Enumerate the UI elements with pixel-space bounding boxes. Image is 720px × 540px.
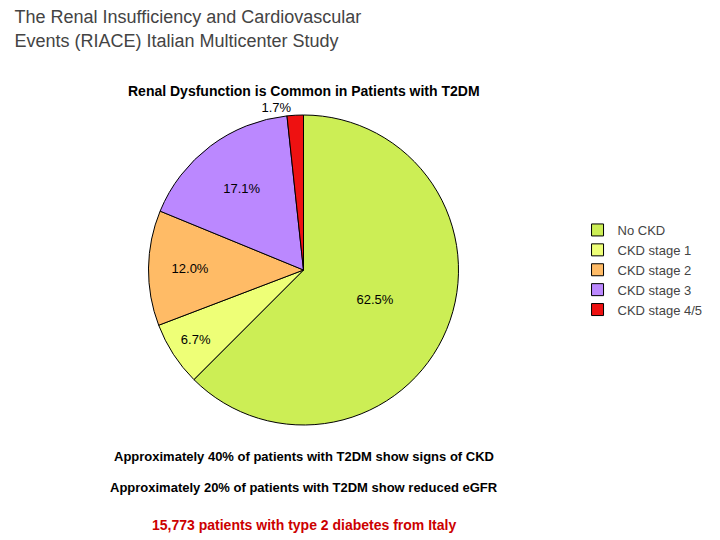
svg-text:15,773 patients with type 2 di: 15,773 patients with type 2 diabetes fro… [152, 517, 456, 533]
svg-text:Approximately 40% of patients: Approximately 40% of patients with T2DM … [114, 449, 494, 464]
svg-text:12.0%: 12.0% [172, 261, 209, 276]
svg-text:CKD stage 4/5: CKD stage 4/5 [618, 303, 703, 318]
svg-text:17.1%: 17.1% [223, 181, 260, 196]
svg-text:6.7%: 6.7% [181, 332, 211, 347]
svg-text:Renal Dysfunction is Common in: Renal Dysfunction is Common in Patients … [128, 83, 480, 99]
svg-text:CKD stage 2: CKD stage 2 [618, 263, 692, 278]
svg-text:62.5%: 62.5% [356, 292, 393, 307]
svg-text:1.7%: 1.7% [261, 100, 291, 115]
svg-text:Approximately 20% of patients: Approximately 20% of patients with T2DM … [110, 480, 498, 495]
svg-text:The Renal Insufficiency and Ca: The Renal Insufficiency and Cardiovascul… [14, 7, 361, 50]
svg-text:CKD stage 1: CKD stage 1 [618, 243, 692, 258]
svg-text:No CKD: No CKD [618, 223, 666, 238]
svg-text:CKD stage 3: CKD stage 3 [618, 283, 692, 298]
